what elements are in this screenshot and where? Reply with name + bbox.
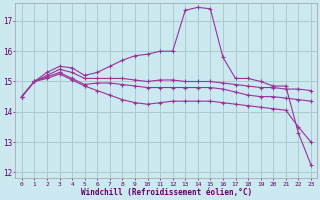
X-axis label: Windchill (Refroidissement éolien,°C): Windchill (Refroidissement éolien,°C) xyxy=(81,188,252,197)
